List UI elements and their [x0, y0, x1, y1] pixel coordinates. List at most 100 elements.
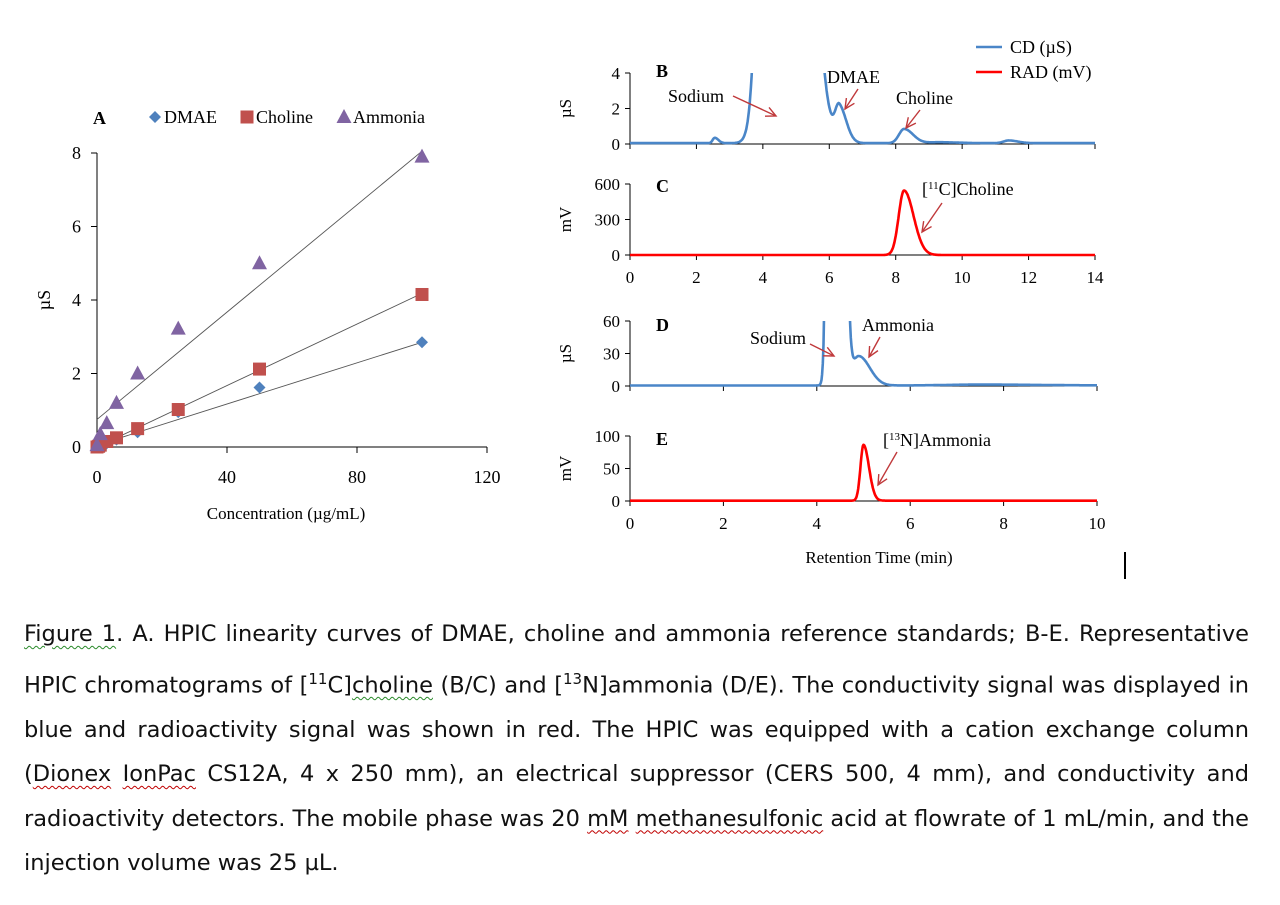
x-tick-label: 10: [954, 268, 971, 287]
arrow-dmae-shaft: [844, 88, 859, 110]
point-ammonia: [170, 320, 186, 335]
text-cursor: [1124, 552, 1126, 579]
caption-segment: Dionex: [32, 761, 112, 787]
x-tick-label: 6: [906, 514, 915, 533]
arrow-dmae: [844, 88, 859, 111]
panel-a-x-tick-label: 80: [348, 467, 366, 487]
legend-label-cd: CD (µS): [1010, 37, 1072, 58]
y-tick-label: 4: [612, 64, 621, 83]
panel-d-y-axis-title: µS: [556, 344, 575, 363]
point-choline: [131, 422, 145, 436]
arrow-11c-choline: [921, 202, 943, 234]
point-ammonia: [252, 255, 267, 270]
point-ammonia: [130, 365, 146, 380]
caption-segment: . Representative HPIC chromatograms of [: [24, 621, 1249, 698]
arrow-dmae-head: [844, 97, 855, 111]
caption-segment: [111, 761, 122, 787]
point-choline: [415, 287, 429, 301]
panel-a-y-tick-label: 0: [72, 437, 81, 457]
y-tick-label: 100: [595, 427, 621, 446]
caption-segment: choline: [351, 672, 433, 698]
panel-a: [89, 109, 488, 454]
y-tick-label: 600: [595, 175, 621, 194]
caption-segment: acid at flowrate of 1 mL/min, and the in…: [24, 805, 1250, 877]
caption-segment: N]ammonia (D/E). The conductivity signal…: [24, 672, 1250, 787]
point-ammonia: [92, 426, 108, 441]
panel-a-y-tick-label: 4: [72, 290, 81, 310]
caption-segment: .: [116, 621, 133, 647]
panel-b-label: B: [656, 61, 668, 81]
arrow-13n-ammonia-head: [877, 473, 888, 487]
legend-label-choline: Choline: [256, 107, 313, 127]
arrow-ammonia-shaft: [868, 336, 881, 358]
y-tick-label: 0: [612, 135, 621, 154]
panel-b: [625, 72, 1096, 149]
caption-segment: C]: [327, 672, 352, 698]
trace-e: [630, 443, 1097, 503]
caption-segment: methanesulfonic: [635, 805, 824, 832]
point-dmae: [253, 381, 266, 394]
panel-a-label: A: [93, 108, 106, 128]
y-tick-label: 300: [595, 211, 621, 230]
arrow-sodium-b: [732, 95, 778, 117]
panel-a-y-tick-label: 8: [72, 143, 81, 163]
arrow-sodium-d: [809, 343, 836, 357]
arrow-sodium-b-head: [764, 107, 778, 117]
panel-c: [625, 183, 1096, 260]
caption-segment: CS12A, 4 x 250 mm), an electrical suppre…: [24, 761, 1249, 832]
y-tick-label: 2: [612, 100, 621, 119]
panel-a-y-tick-label: 6: [72, 217, 81, 237]
arrow-13n-ammonia: [877, 451, 898, 487]
trendline-dmae: [96, 341, 423, 446]
annotation-sodium-d: Sodium: [750, 328, 806, 348]
legend-marker-choline: [240, 110, 254, 124]
annotation-dmae: DMAE: [827, 67, 880, 87]
annotation-11c-choline: [11C]Choline: [922, 179, 1014, 199]
legend-marker-ammonia: [336, 109, 352, 123]
point-choline: [110, 431, 123, 445]
legend-label-ammonia: Ammonia: [353, 107, 425, 127]
caption-segment: 13: [563, 669, 583, 688]
x-tick-label: 8: [999, 514, 1008, 533]
panel-d-label: D: [656, 315, 669, 335]
panel-a-y-axis-title: µS: [34, 290, 54, 310]
y-tick-label: 50: [603, 460, 620, 479]
caption-segment: A: [132, 621, 148, 647]
x-tick-label: 6: [825, 268, 834, 287]
x-tick-label: 12: [1020, 268, 1037, 287]
x-tick-label: 4: [813, 514, 822, 533]
y-tick-label: 30: [603, 345, 620, 364]
point-dmae: [416, 336, 428, 349]
panel-a-x-axis-title: Concentration (µg/mL): [207, 504, 366, 523]
y-tick-label: 0: [612, 377, 621, 396]
caption-segment: mM: [587, 805, 629, 832]
caption-segment: . HPIC linearity curves of DMAE, choline…: [147, 621, 1025, 647]
arrow-ammonia: [868, 336, 881, 359]
trace-d: [630, 321, 1097, 387]
caption-segment: Figure 1: [24, 621, 117, 647]
legend-marker-dmae: [149, 111, 161, 123]
arrow-sodium-d-shaft: [809, 343, 835, 357]
caption-segment: IonPac: [122, 761, 196, 787]
annotation-choline: Choline: [896, 88, 953, 108]
x-tick-label: 0: [626, 514, 635, 533]
y-tick-label: 0: [612, 246, 621, 265]
arrow-choline-shaft: [905, 109, 921, 129]
x-tick-label: 2: [719, 514, 728, 533]
arrow-choline: [905, 109, 921, 130]
arrow-choline-head: [905, 117, 917, 130]
point-ammonia: [109, 394, 124, 409]
arrow-sodium-d-head: [822, 346, 836, 357]
x-tick-label: 0: [626, 268, 635, 287]
x-tick-label: 4: [759, 268, 768, 287]
point-ammonia: [89, 437, 105, 452]
caption-segment: (B/C) and [: [432, 672, 564, 698]
x-tick-label: 8: [891, 268, 900, 287]
trace-c: [630, 189, 1095, 257]
y-tick-label: 60: [603, 312, 620, 331]
panel-d: [625, 320, 1098, 391]
panel-a-x-tick-label: 0: [93, 467, 102, 487]
x-tick-label: 14: [1087, 268, 1105, 287]
point-ammonia: [414, 148, 430, 163]
arrow-sodium-b-shaft: [732, 95, 777, 117]
